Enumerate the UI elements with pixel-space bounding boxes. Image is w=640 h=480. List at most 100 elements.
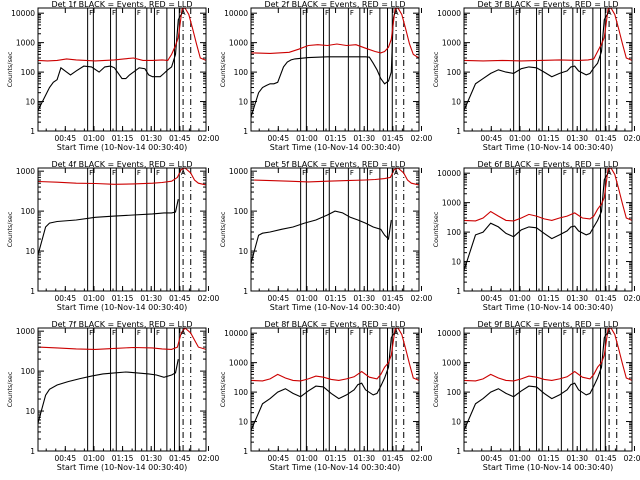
lld-series-line xyxy=(251,8,419,59)
y-tick-label: 10000 xyxy=(437,169,461,178)
plot-frame xyxy=(37,7,207,132)
flag-label: F xyxy=(137,329,141,337)
x-tick-label: 02:00 xyxy=(198,134,220,143)
plot-frame xyxy=(250,167,420,292)
y-tick-label: 10 xyxy=(25,98,35,107)
plot-frame xyxy=(463,327,633,452)
y-tick-label: 100 xyxy=(447,228,462,237)
x-axis-label: Start Time (10-Nov-14 00:30:40) xyxy=(57,303,187,312)
x-tick-label: 01:30 xyxy=(353,134,375,143)
y-tick-label: 100 xyxy=(234,207,249,216)
x-axis-label: Start Time (10-Nov-14 00:30:40) xyxy=(270,303,400,312)
lld-series-line xyxy=(464,168,632,222)
y-axis-label: Counts/sec xyxy=(6,371,14,407)
plot-area xyxy=(38,168,206,291)
chart-title: Det 6f BLACK = Events, RED = LLD xyxy=(477,160,618,169)
plot-frame xyxy=(37,167,207,292)
x-tick-label: 01:45 xyxy=(382,454,404,463)
events-series-line xyxy=(464,174,608,271)
plot-frame xyxy=(463,7,633,132)
x-tick-label: 01:15 xyxy=(538,454,560,463)
chart-panel: F F F F A 1 10 100 1000 00:45 01:00 01:15 01:30 01:45… xyxy=(6,320,220,472)
y-axis-label: Counts/sec xyxy=(219,51,227,87)
x-tick-label: 02:00 xyxy=(198,454,220,463)
x-tick-label: 01:15 xyxy=(325,134,347,143)
flag-label: A xyxy=(181,9,186,17)
flag-label: F xyxy=(137,169,141,177)
x-axis-label: Start Time (10-Nov-14 00:30:40) xyxy=(57,463,187,472)
chart-panel: F F F F A 1 10 100 1000 10000 00:45 01:00 01:15 01:30… xyxy=(432,0,640,152)
x-tick-label: 01:30 xyxy=(566,294,588,303)
x-tick-label: 01:00 xyxy=(83,454,105,463)
x-tick-label: 00:45 xyxy=(267,454,289,463)
x-tick-label: 01:45 xyxy=(169,134,191,143)
flag-label: F xyxy=(302,9,306,17)
flag-label: F xyxy=(582,329,586,337)
x-tick-label: 01:45 xyxy=(382,134,404,143)
y-tick-label: 10 xyxy=(238,418,248,427)
x-tick-label: 02:00 xyxy=(411,454,433,463)
flag-label: F xyxy=(515,9,519,17)
chart-panel: F F F F A 1 10 100 1000 10000 00:45 01:00 01:15 01:30… xyxy=(219,0,433,152)
y-tick-label: 1000 xyxy=(442,199,461,208)
events-series-line xyxy=(251,210,392,264)
flag-label: F xyxy=(538,169,542,177)
flag-label: F xyxy=(369,329,373,337)
x-axis-label: Start Time (10-Nov-14 00:30:40) xyxy=(57,143,187,152)
y-axis-label: Counts/sec xyxy=(432,51,440,87)
chart-panel: F F F F A 1 10 100 1000 00:45 01:00 01:15 01:30 01:45… xyxy=(219,160,433,312)
x-tick-label: 01:00 xyxy=(296,294,318,303)
flag-label: F xyxy=(302,169,306,177)
y-axis-label: Counts/sec xyxy=(432,371,440,407)
y-tick-label: 10000 xyxy=(224,9,248,18)
y-tick-label: 10000 xyxy=(224,329,248,338)
flag-label: F xyxy=(325,329,329,337)
flag-label: F xyxy=(112,169,116,177)
x-tick-label: 01:30 xyxy=(140,294,162,303)
flag-label: F xyxy=(538,329,542,337)
flag-label: F xyxy=(350,329,354,337)
y-tick-label: 1000 xyxy=(16,327,35,336)
y-tick-label: 10 xyxy=(238,247,248,256)
x-tick-label: 01:45 xyxy=(595,134,617,143)
plot-area xyxy=(464,168,632,291)
plot-frame xyxy=(250,327,420,452)
x-tick-label: 01:00 xyxy=(509,134,531,143)
events-series-line xyxy=(38,358,179,424)
events-series-line xyxy=(464,332,608,431)
x-tick-label: 01:30 xyxy=(353,454,375,463)
plot-area xyxy=(251,328,419,451)
flag-label: F xyxy=(563,169,567,177)
x-tick-label: 01:30 xyxy=(140,134,162,143)
x-axis-label: Start Time (10-Nov-14 00:30:40) xyxy=(483,143,613,152)
y-tick-label: 1 xyxy=(243,447,248,456)
y-tick-label: 1000 xyxy=(442,359,461,368)
lld-series-line xyxy=(251,168,419,186)
plot-frame xyxy=(250,7,420,132)
y-tick-label: 1 xyxy=(243,287,248,296)
x-tick-label: 01:30 xyxy=(566,134,588,143)
x-axis-label: Start Time (10-Nov-14 00:30:40) xyxy=(483,303,613,312)
flag-label: F xyxy=(350,169,354,177)
y-tick-label: 10 xyxy=(451,418,461,427)
flag-label: F xyxy=(325,9,329,17)
lld-series-line xyxy=(38,328,206,350)
y-tick-label: 100 xyxy=(447,388,462,397)
x-axis-label: Start Time (10-Nov-14 00:30:40) xyxy=(270,463,400,472)
x-tick-label: 00:45 xyxy=(267,294,289,303)
x-tick-label: 00:45 xyxy=(54,294,76,303)
chart-title: Det 8f BLACK = Events, RED = LLD xyxy=(264,320,405,329)
x-tick-label: 02:00 xyxy=(198,294,220,303)
y-axis-label: Counts/sec xyxy=(219,211,227,247)
plot-area xyxy=(251,168,419,291)
y-tick-label: 1000 xyxy=(229,167,248,176)
flag-label: F xyxy=(563,9,567,17)
plot-frame xyxy=(463,167,633,292)
chart-panel: F F F F A 1 10 100 1000 10000 00:45 01:00 01:15 01:30… xyxy=(432,320,640,472)
y-axis-label: Counts/sec xyxy=(6,51,14,87)
y-tick-label: 1 xyxy=(30,287,35,296)
x-tick-label: 02:00 xyxy=(624,134,640,143)
x-tick-label: 00:45 xyxy=(480,134,502,143)
x-tick-label: 01:15 xyxy=(325,454,347,463)
y-tick-label: 100 xyxy=(21,367,36,376)
